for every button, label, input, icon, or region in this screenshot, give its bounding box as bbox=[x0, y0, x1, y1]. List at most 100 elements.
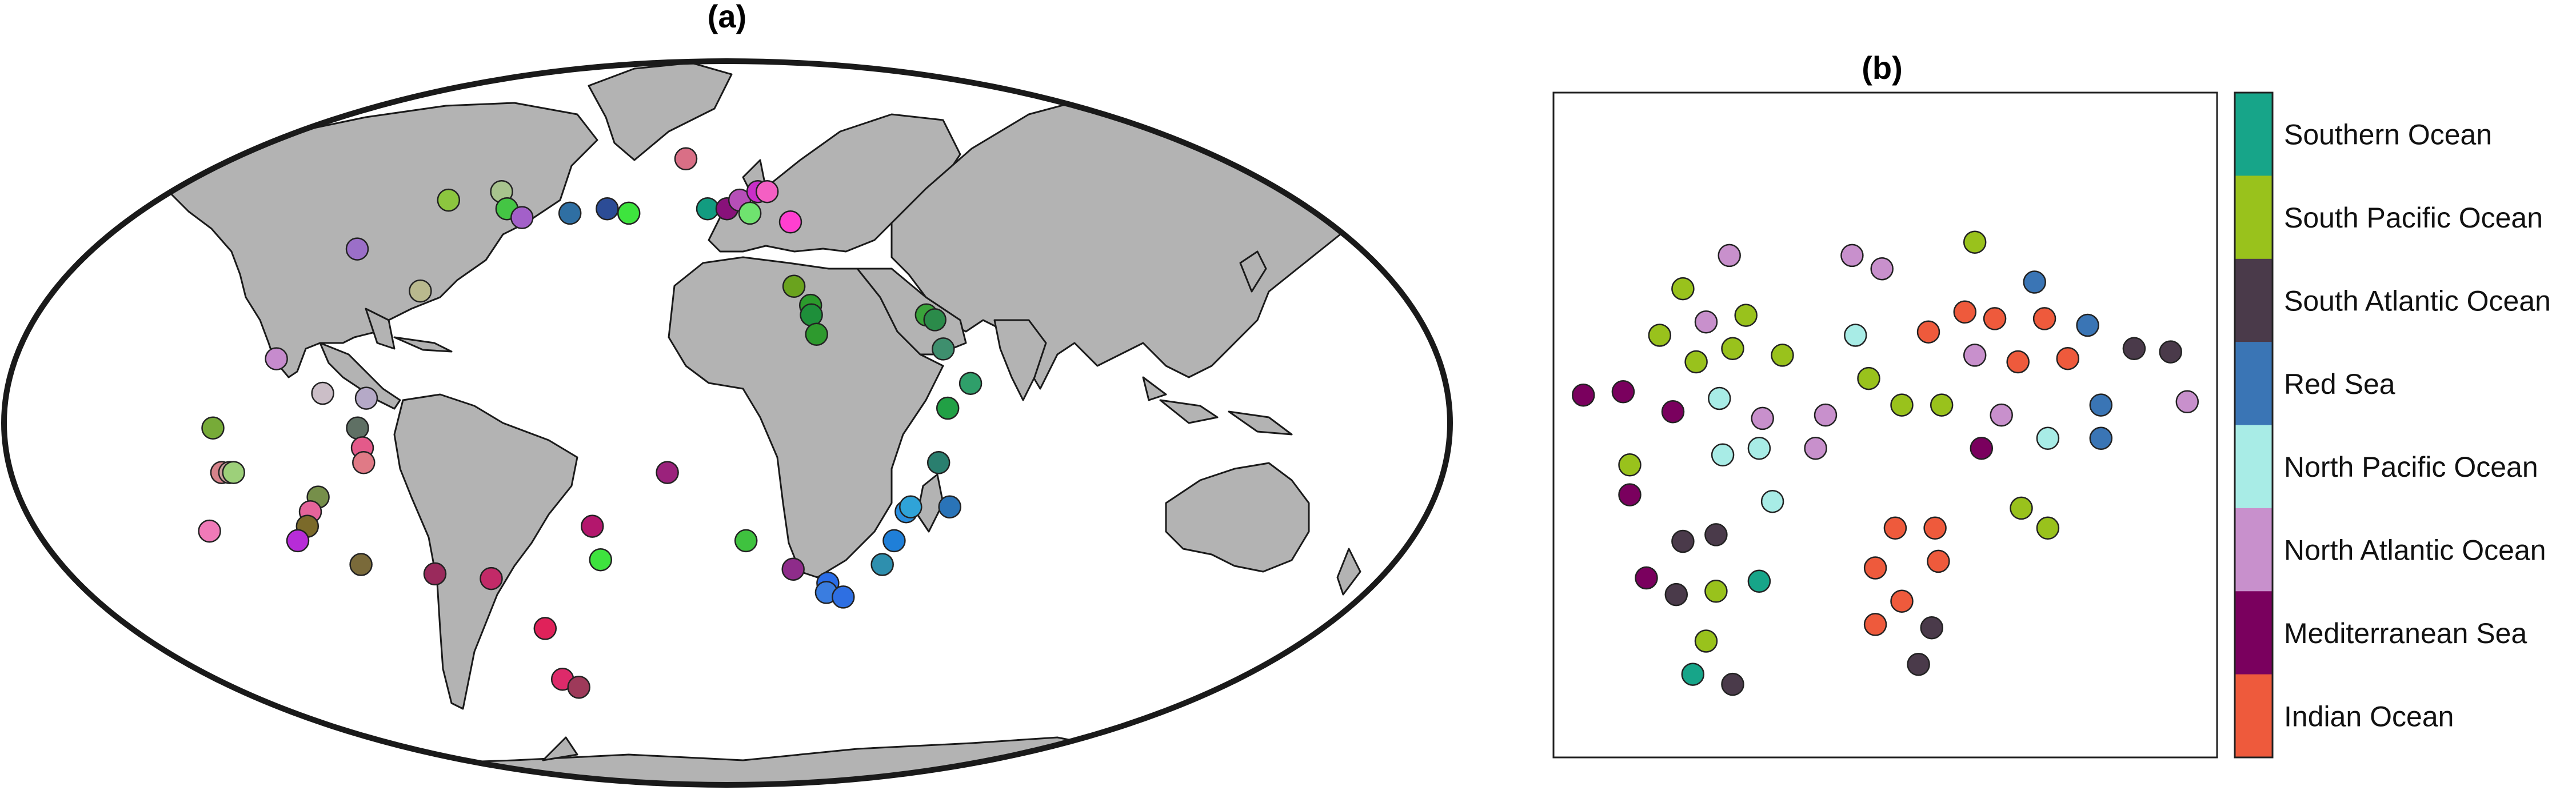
colorbar-segment-1 bbox=[2235, 175, 2273, 260]
scatter-point-37 bbox=[1671, 529, 1695, 553]
scatter-point-60 bbox=[1927, 549, 1950, 573]
scatter-point-13 bbox=[1963, 344, 1987, 367]
colorbar-segment-7 bbox=[2235, 674, 2273, 758]
land-new-zealand bbox=[1336, 548, 1361, 596]
scatter-point-45 bbox=[1747, 569, 1771, 593]
map-point-52 bbox=[781, 557, 805, 581]
scatter-point-5 bbox=[1970, 436, 1994, 460]
map-point-16 bbox=[778, 210, 802, 234]
scatter-point-20 bbox=[1844, 324, 1867, 347]
map-point-32 bbox=[352, 451, 376, 474]
colorbar-segment-6 bbox=[2235, 591, 2273, 675]
scatter-points bbox=[1571, 230, 2199, 696]
scatter-point-30 bbox=[1930, 393, 1954, 417]
scatter-point-4 bbox=[1635, 566, 1658, 590]
scatter-point-47 bbox=[2023, 270, 2046, 294]
scatter-point-42 bbox=[1907, 652, 1930, 676]
map-point-0 bbox=[345, 237, 369, 261]
map-point-15 bbox=[755, 179, 779, 204]
panel-a-title: (a) bbox=[708, 0, 746, 34]
map-point-56 bbox=[870, 553, 894, 576]
scatter-point-24 bbox=[1684, 350, 1708, 374]
scatter-point-8 bbox=[1870, 257, 1894, 281]
scatter-point-51 bbox=[1916, 320, 1940, 344]
scatter-axes-box bbox=[1552, 91, 2218, 759]
scatter-point-22 bbox=[1671, 277, 1695, 301]
colorbar-segment-3 bbox=[2235, 342, 2273, 425]
map-point-47 bbox=[656, 461, 679, 484]
map-point-6 bbox=[596, 197, 619, 221]
land-australia bbox=[1165, 462, 1310, 573]
map-point-43 bbox=[423, 562, 447, 586]
scatter-point-26 bbox=[1734, 304, 1758, 327]
map-point-23 bbox=[932, 337, 955, 361]
map-point-7 bbox=[617, 201, 641, 225]
map-point-50 bbox=[567, 675, 590, 699]
scatter-point-14 bbox=[1990, 403, 2013, 427]
scatter-point-36 bbox=[2036, 516, 2060, 540]
map-point-20 bbox=[805, 322, 828, 346]
scatter-point-2 bbox=[1661, 400, 1685, 424]
map-point-55 bbox=[832, 585, 855, 609]
scatter-point-56 bbox=[2056, 346, 2080, 370]
scatter-point-52 bbox=[1953, 300, 1977, 324]
map-point-44 bbox=[480, 566, 503, 590]
land-central-america bbox=[319, 308, 401, 410]
map-point-1 bbox=[437, 188, 461, 212]
map-point-40 bbox=[198, 519, 221, 543]
scatter-point-1 bbox=[1611, 380, 1635, 404]
map-point-22 bbox=[923, 308, 946, 332]
scatter-point-53 bbox=[1983, 307, 2007, 330]
land-africa bbox=[668, 256, 944, 578]
scatter-point-55 bbox=[2006, 350, 2030, 374]
map-point-36 bbox=[222, 461, 245, 484]
scatter-point-35 bbox=[2010, 496, 2033, 520]
scatter-point-17 bbox=[1711, 443, 1735, 467]
map-point-19 bbox=[800, 303, 823, 327]
scatter-point-33 bbox=[1704, 580, 1728, 603]
land-greenland bbox=[588, 62, 733, 161]
map-point-26 bbox=[926, 451, 950, 474]
land-japan bbox=[1239, 250, 1267, 293]
colorbar-label-7: Indian Ocean bbox=[2284, 700, 2454, 732]
colorbar-label-3: Red Sea bbox=[2284, 368, 2395, 400]
map-point-33 bbox=[201, 416, 225, 440]
map-point-9 bbox=[674, 147, 698, 171]
scatter-point-23 bbox=[1648, 324, 1672, 347]
scatter-point-9 bbox=[1694, 310, 1718, 334]
scatter-point-58 bbox=[1923, 516, 1947, 540]
map-point-51 bbox=[734, 529, 758, 553]
scatter-point-40 bbox=[1721, 672, 1744, 696]
scatter-point-10 bbox=[1751, 406, 1774, 430]
scatter-point-29 bbox=[1890, 393, 1914, 417]
colorbar-labels: Southern Ocean South Pacific Ocean South A… bbox=[2284, 119, 2551, 733]
land-indonesia bbox=[1142, 376, 1293, 436]
colorbar-label-0: Southern Ocean bbox=[2284, 119, 2492, 151]
scatter-point-0 bbox=[1571, 383, 1595, 407]
scatter-point-34 bbox=[1694, 629, 1718, 653]
map-point-57 bbox=[882, 529, 906, 553]
scatter-point-32 bbox=[1618, 453, 1642, 477]
map-point-28 bbox=[311, 381, 334, 405]
scatter-point-61 bbox=[1890, 589, 1914, 613]
scatter-point-16 bbox=[1708, 386, 1731, 410]
map-point-4 bbox=[510, 206, 534, 229]
colorbar-label-5: North Atlantic Ocean bbox=[2284, 534, 2546, 566]
colorbar-label-6: Mediterranean Sea bbox=[2284, 617, 2527, 649]
map-point-24 bbox=[958, 372, 983, 395]
map-point-29 bbox=[354, 386, 378, 410]
scatter-point-7 bbox=[1840, 244, 1864, 268]
colorbar-segment-5 bbox=[2235, 508, 2273, 592]
scatter-point-44 bbox=[2159, 340, 2182, 364]
map-point-30 bbox=[346, 416, 369, 440]
map-point-60 bbox=[938, 495, 961, 518]
land-india bbox=[993, 319, 1047, 401]
land-antarctic-peninsula bbox=[542, 736, 578, 761]
map-point-59 bbox=[899, 495, 922, 518]
map-point-17 bbox=[782, 274, 806, 298]
colorbar-frame bbox=[2234, 91, 2274, 759]
map-globe-outline bbox=[1, 58, 1453, 788]
scatter-point-57 bbox=[1883, 516, 1907, 540]
scatter-point-31 bbox=[1963, 230, 1987, 254]
